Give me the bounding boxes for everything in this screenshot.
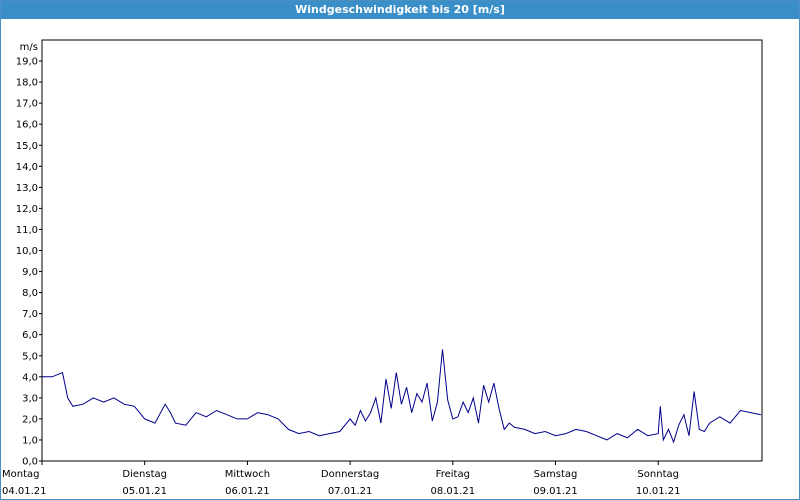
y-tick-label: 3,0 xyxy=(22,393,38,404)
x-tick-day-label: Sonntag xyxy=(637,469,679,480)
x-tick-day-label: Samstag xyxy=(534,469,578,480)
y-tick-label: 6,0 xyxy=(22,330,38,341)
y-tick-label: 13,0 xyxy=(16,183,38,194)
y-tick-label: 14,0 xyxy=(16,162,38,173)
y-tick-label: 7,0 xyxy=(22,309,38,320)
x-tick-date-label: 05.01.21 xyxy=(122,486,167,497)
y-tick-label: 10,0 xyxy=(16,246,38,257)
series-layer xyxy=(42,349,761,444)
y-tick-label: 9,0 xyxy=(22,267,38,278)
axes xyxy=(39,39,763,465)
y-tick-label: 16,0 xyxy=(16,120,38,131)
y-tick-label: 15,0 xyxy=(16,141,38,152)
x-tick-date-label: 07.01.21 xyxy=(328,486,373,497)
y-axis-unit-label: m/s xyxy=(20,42,38,53)
y-tick-label: 8,0 xyxy=(22,288,38,299)
x-tick-date-label: 06.01.21 xyxy=(225,486,270,497)
y-tick-label: 0,0 xyxy=(22,457,38,468)
x-tick-date-label: 04.01.21 xyxy=(2,486,47,497)
y-tick-label: 1,0 xyxy=(22,435,38,446)
x-tick-date-label: 08.01.21 xyxy=(431,486,476,497)
y-tick-label: 19,0 xyxy=(16,57,38,68)
x-tick-date-label: 09.01.21 xyxy=(533,486,578,497)
x-tick-day-label: Mittwoch xyxy=(225,469,270,480)
x-tick-day-label: Freitag xyxy=(436,469,470,480)
y-tick-label: 4,0 xyxy=(22,372,38,383)
y-tick-label: 11,0 xyxy=(16,225,38,236)
y-axis-ticks: 0,0 1,0 2,0 3,0 4,0 5,0 6,0 7,0 8,0 9,0 10,0 11,0 12… xyxy=(16,57,38,468)
y-tick-label: 17,0 xyxy=(16,99,38,110)
x-tick-day-label: Montag xyxy=(2,469,39,480)
chart-title: Windgeschwindigkeit bis 20 [m/s] xyxy=(1,1,799,19)
series-line xyxy=(42,349,761,444)
y-tick-label: 2,0 xyxy=(22,414,38,425)
x-axis-ticks: Montag 04.01.21 Dienstag 05.01.21 Mittwoch 06… xyxy=(2,469,680,497)
y-tick-label: 5,0 xyxy=(22,351,38,362)
x-tick-date-label: 10.01.21 xyxy=(636,486,681,497)
x-tick-day-label: Dienstag xyxy=(122,469,167,480)
y-tick-label: 12,0 xyxy=(16,204,38,215)
y-tick-label: 18,0 xyxy=(16,78,38,89)
plot-frame xyxy=(41,39,763,462)
x-tick-day-label: Donnerstag xyxy=(321,469,379,480)
